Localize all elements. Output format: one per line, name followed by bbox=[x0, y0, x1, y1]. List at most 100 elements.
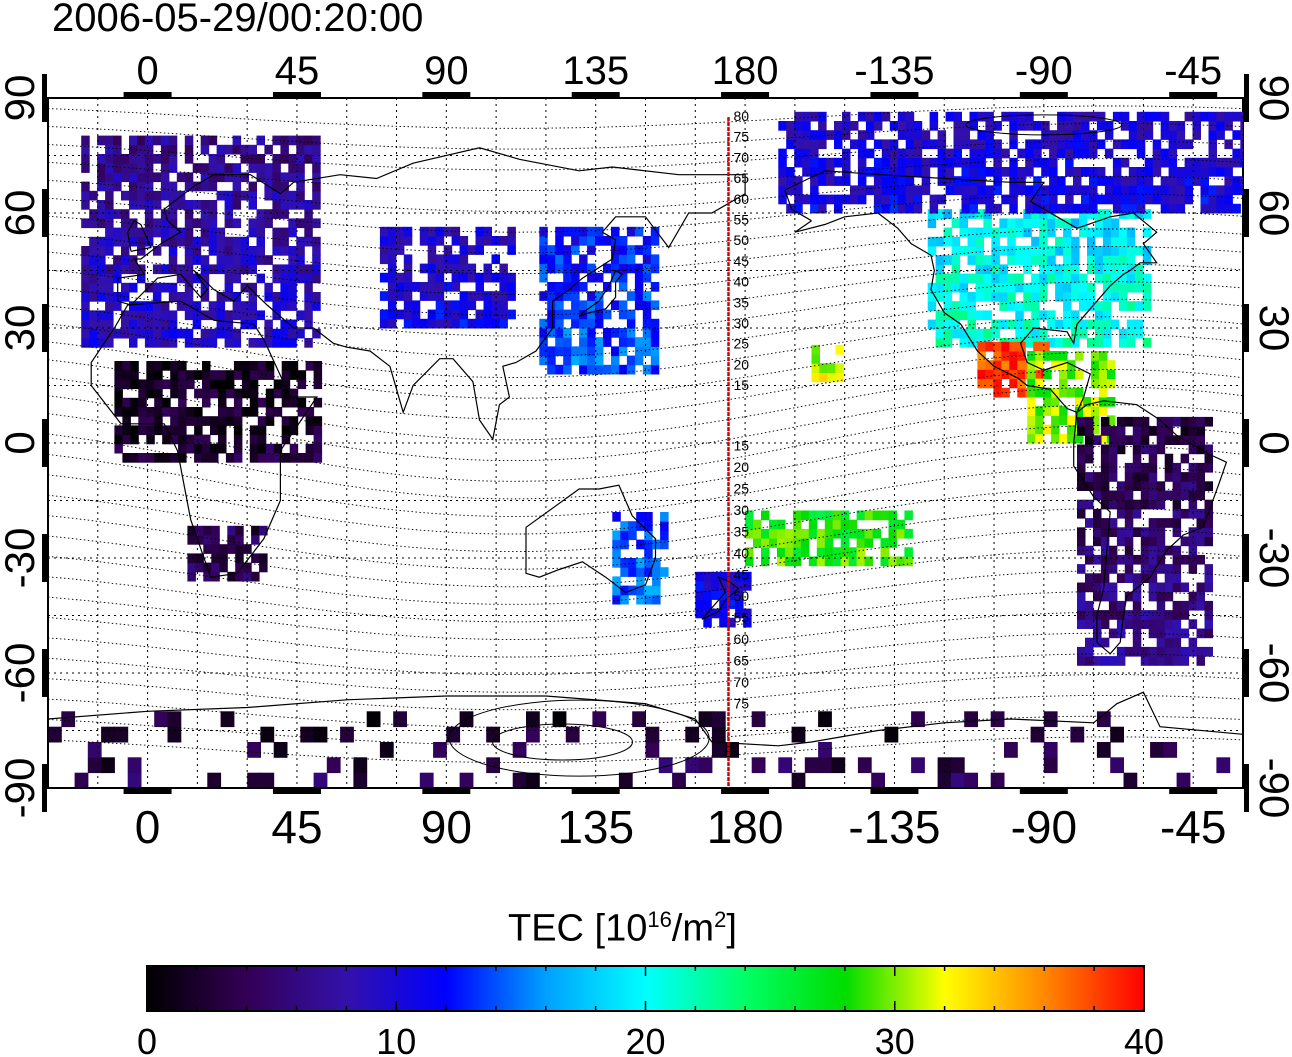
tec-cell bbox=[427, 226, 437, 237]
tec-cell bbox=[97, 218, 106, 229]
tec-cell bbox=[555, 364, 564, 375]
tec-cell bbox=[1118, 236, 1128, 247]
tec-cell bbox=[819, 372, 828, 383]
tec-cell bbox=[312, 181, 321, 192]
tec-cell bbox=[644, 585, 653, 596]
tec-cell bbox=[993, 121, 1002, 131]
tec-cell bbox=[579, 226, 588, 237]
tec-cell bbox=[1100, 582, 1110, 593]
tec-cell bbox=[1027, 387, 1036, 398]
tec-cell bbox=[435, 309, 445, 320]
tec-cell bbox=[200, 218, 210, 229]
tec-cell bbox=[313, 425, 323, 436]
tec-cell bbox=[1095, 255, 1104, 265]
tec-cell bbox=[1077, 426, 1086, 436]
tec-cell bbox=[122, 361, 131, 371]
tec-cell bbox=[312, 328, 321, 339]
tec-cell bbox=[1093, 554, 1102, 565]
tec-cell bbox=[1172, 462, 1182, 473]
tec-cell bbox=[1120, 176, 1130, 186]
tec-cell bbox=[1118, 292, 1128, 302]
tec-cell bbox=[959, 301, 968, 311]
tec-cell bbox=[810, 130, 819, 140]
tec-cell bbox=[451, 318, 461, 329]
tec-cell bbox=[296, 144, 305, 155]
tec-cell bbox=[1106, 360, 1116, 370]
tec-cell bbox=[1108, 582, 1118, 593]
tec-cell bbox=[993, 378, 1002, 389]
tec-cell bbox=[1065, 111, 1074, 122]
tec-cell bbox=[1136, 111, 1146, 122]
tec-cell bbox=[387, 318, 397, 329]
tec-cell bbox=[921, 167, 931, 177]
tec-cell bbox=[122, 416, 131, 426]
tec-cell bbox=[991, 227, 1000, 238]
tec-cell bbox=[1071, 292, 1080, 302]
tec-cell bbox=[1057, 203, 1066, 214]
tec-cell bbox=[1007, 255, 1016, 265]
colorbar-tick-label: 10 bbox=[376, 1021, 416, 1057]
tec-cell bbox=[1043, 406, 1052, 416]
tec-cell bbox=[208, 154, 218, 164]
tec-cell bbox=[964, 772, 978, 788]
tec-cell bbox=[1059, 360, 1068, 370]
tec-cell bbox=[137, 181, 146, 192]
colorbar-tick-label: 0 bbox=[137, 1021, 157, 1057]
tec-cell bbox=[248, 144, 257, 155]
tec-cell bbox=[1100, 619, 1110, 629]
tec-cell bbox=[993, 369, 1002, 380]
tec-region bbox=[187, 525, 268, 582]
tec-cell bbox=[1172, 600, 1182, 611]
tec-cell bbox=[1017, 111, 1026, 122]
tec-cell bbox=[144, 190, 154, 201]
tec-cell bbox=[563, 263, 572, 274]
tec-cell bbox=[1025, 148, 1034, 159]
tec-cell bbox=[259, 553, 268, 564]
tec-cell bbox=[1172, 564, 1182, 574]
tec-cell bbox=[735, 581, 744, 591]
right-lat-label: 0 bbox=[1251, 431, 1292, 454]
tec-cell bbox=[160, 172, 170, 183]
tec-cell bbox=[1134, 301, 1144, 311]
tec-cell bbox=[248, 190, 257, 201]
tec-cell bbox=[176, 273, 186, 284]
tec-cell bbox=[240, 301, 249, 311]
south-pole-contour bbox=[492, 723, 634, 761]
tec-cell bbox=[642, 337, 652, 347]
tec-cell bbox=[1116, 527, 1126, 537]
tec-cell bbox=[595, 300, 604, 311]
tec-cell bbox=[1070, 726, 1085, 743]
tec-cell bbox=[184, 172, 194, 183]
tec-cell bbox=[146, 388, 155, 399]
tec-cell bbox=[1102, 255, 1112, 265]
tec-cell bbox=[1188, 481, 1198, 491]
tec-cell bbox=[826, 194, 835, 205]
tec-cell bbox=[1116, 490, 1126, 501]
tec-cell bbox=[628, 521, 637, 531]
tec-cell bbox=[249, 443, 259, 454]
tec-cell bbox=[1009, 111, 1018, 122]
left-tick bbox=[42, 649, 47, 697]
tec-cell bbox=[483, 309, 492, 320]
left-lat-label: -60 bbox=[0, 643, 43, 704]
tec-cell bbox=[162, 397, 171, 408]
tec-cell bbox=[642, 346, 652, 357]
tec-cell bbox=[1108, 656, 1118, 666]
contour-label-north: 40 bbox=[733, 274, 749, 290]
tec-cell bbox=[1184, 157, 1194, 168]
tec-cell bbox=[1112, 167, 1122, 177]
tec-cell bbox=[194, 453, 203, 463]
tec-cell bbox=[842, 194, 851, 205]
tec-cell bbox=[618, 337, 628, 347]
tec-cell bbox=[999, 218, 1008, 229]
tec-cell bbox=[632, 711, 646, 728]
tec-cell bbox=[105, 190, 114, 201]
tec-cell bbox=[751, 757, 766, 774]
tec-cell bbox=[130, 379, 139, 390]
tec-cell bbox=[289, 443, 299, 454]
tec-cell bbox=[1089, 194, 1098, 205]
tec-cell bbox=[777, 556, 786, 567]
tec-cell bbox=[850, 194, 859, 205]
tec-cell bbox=[1110, 255, 1120, 265]
tec-cell bbox=[216, 292, 226, 302]
